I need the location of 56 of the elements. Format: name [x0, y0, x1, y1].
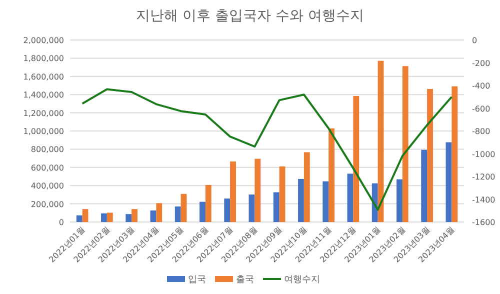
bar [421, 150, 428, 222]
bar [353, 96, 360, 222]
bar [328, 128, 334, 222]
legend-label: 입국 [188, 275, 206, 285]
bar [150, 210, 156, 222]
y-tick-label: 200,000 [30, 200, 64, 209]
bar [180, 194, 187, 222]
bar [248, 194, 255, 222]
y-tick-label: 400,000 [30, 182, 64, 191]
y-tick-label: 800,000 [30, 145, 64, 154]
bar [347, 174, 354, 222]
bar [230, 161, 236, 222]
y2-tick-label: -600 [472, 104, 490, 114]
bar [205, 184, 212, 222]
bar [101, 213, 107, 222]
bar [273, 192, 280, 222]
legend-label: 여행수지 [284, 275, 320, 285]
bar [254, 158, 261, 222]
bar [126, 214, 132, 222]
y2-tick-label: -1200 [472, 172, 496, 182]
bar [76, 215, 82, 222]
y-tick-label: 1,400,000 [23, 90, 64, 100]
line-series [81, 88, 453, 211]
bar [279, 166, 286, 222]
y-tick-label: 2,000,000 [23, 36, 64, 45]
bar [446, 142, 452, 222]
legend-label: 출국 [236, 275, 254, 285]
bar [106, 212, 113, 222]
bar [427, 88, 433, 222]
bar [174, 206, 181, 222]
y-tick-label: 1,200,000 [23, 108, 64, 118]
bar [402, 66, 408, 222]
bar [156, 203, 162, 222]
y2-tick-label: -1600 [472, 218, 496, 227]
y-tick-label: 600,000 [30, 163, 64, 172]
chart-title: 지난해 이후 출입국자 수와 여행수지 [136, 8, 364, 24]
bar [304, 152, 310, 222]
y2-tick-label: -1000 [472, 150, 496, 159]
bar [224, 198, 230, 222]
bar [378, 60, 384, 222]
y2-tick-label: 0 [472, 36, 478, 45]
y2-tick-label: -400 [472, 82, 490, 90]
y-tick-label: 1,800,000 [23, 54, 64, 64]
y2-tick-label: -200 [472, 58, 490, 68]
bar [298, 178, 304, 222]
bar [322, 181, 329, 222]
bar [452, 86, 458, 222]
bar [200, 202, 206, 222]
y2-tick-label: -800 [472, 127, 490, 136]
bar [82, 209, 88, 222]
y-tick-label: 0 [58, 218, 64, 227]
bar [132, 209, 138, 222]
y-tick-label: 1,600,000 [23, 72, 64, 82]
bar [396, 179, 402, 222]
y-tick-label: 1,000,000 [23, 127, 64, 136]
y2-tick-label: -1400 [472, 195, 496, 204]
